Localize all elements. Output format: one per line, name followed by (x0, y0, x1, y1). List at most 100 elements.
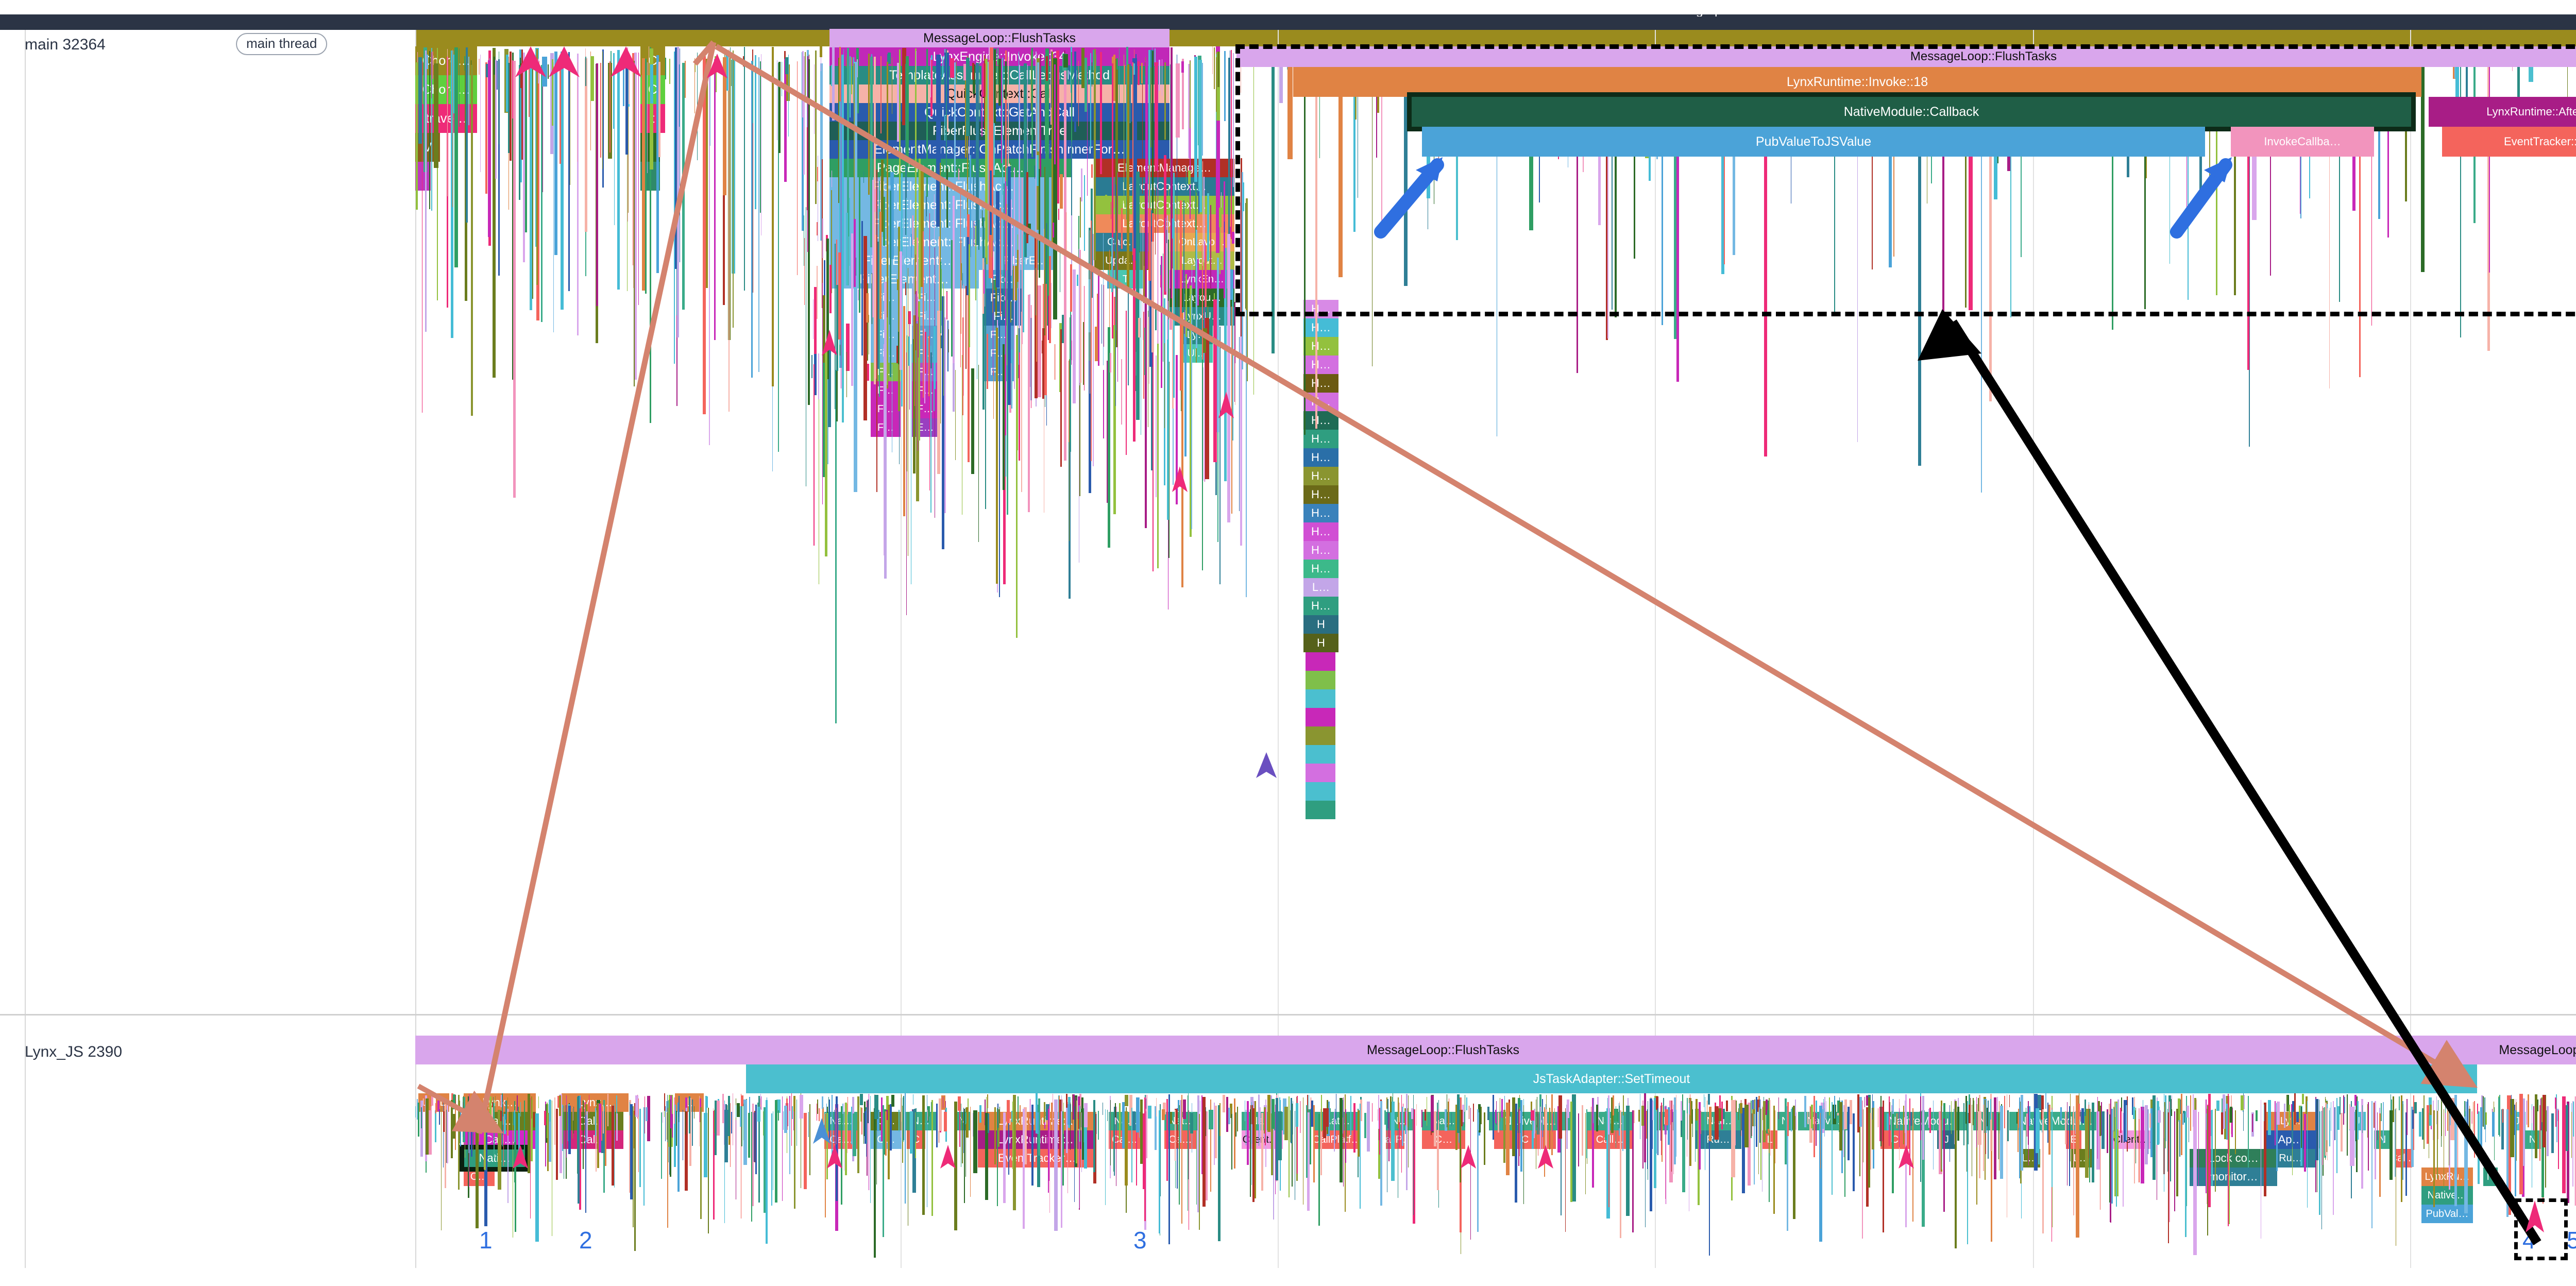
sample-strip (940, 261, 942, 333)
sample-strip (1549, 1107, 1551, 1149)
sample-strip (2139, 1110, 2140, 1183)
h-column-frame-8[interactable]: H… (1303, 448, 1338, 467)
sample-strip (789, 1106, 790, 1174)
sample-strip (1003, 344, 1005, 490)
h-column-frame-0[interactable]: H… (1303, 300, 1338, 318)
sample-strip (846, 1104, 848, 1153)
root-frame-choreographer[interactable] (415, 30, 2576, 46)
frame-lynxruntime-afterinvoke[interactable]: LynxRuntime::AfterInv… (2429, 97, 2576, 127)
frame-lynxjs-flushtasks[interactable]: MessageLoop::FlushTasks (415, 1036, 2471, 1064)
frame-lynxjs-flushtasks-right-1[interactable]: MessageLoop::F… (2471, 1036, 2576, 1064)
sample-strip (1758, 1107, 1759, 1175)
h-column-frame-5[interactable]: H… (1303, 393, 1338, 411)
sample-strip (1173, 173, 1175, 398)
sample-strip (1957, 1106, 1960, 1141)
h-column-tail-frame[interactable] (1306, 671, 1335, 689)
sample-strip (2186, 1106, 2189, 1118)
sample-strip (1627, 1098, 1629, 1110)
h-column-tail-frame[interactable] (1306, 745, 1335, 764)
sample-strip (1018, 1096, 1019, 1123)
h-column-frame-18[interactable]: H (1303, 634, 1338, 652)
sample-strip (1207, 193, 1209, 261)
h-column-frame-10[interactable]: H… (1303, 485, 1338, 504)
sample-strip (1554, 1108, 1555, 1126)
h-column-tail-frame[interactable] (1306, 708, 1335, 726)
sample-strip (2371, 1101, 2372, 1228)
sample-strip (665, 58, 666, 79)
sample-strip (2256, 1110, 2258, 1121)
h-column-frame-16[interactable]: H… (1303, 597, 1338, 615)
lynx-js-frame-54[interactable]: N (2524, 1130, 2541, 1149)
sample-strip (1201, 1095, 1203, 1174)
frame-jstaskadapter-settimeout[interactable]: JsTaskAdapter::SetTimeout (746, 1064, 2477, 1093)
sample-strip (1109, 1096, 1111, 1179)
h-column-frame-4[interactable]: H… (1303, 374, 1338, 393)
sample-strip (839, 345, 841, 356)
timeline-ruler-bar[interactable] (0, 14, 2576, 30)
sample-strip (791, 1093, 792, 1146)
h-column-frame-17[interactable]: H (1303, 615, 1338, 634)
sample-strip (1353, 1103, 1355, 1153)
h-column-frame-3[interactable]: H… (1303, 356, 1338, 374)
main-stack-frame-6[interactable]: ElementManager::OnPatchFinishInnerFor… (829, 140, 1170, 159)
h-column-tail-frame[interactable] (1306, 652, 1335, 671)
sample-strip (665, 1106, 666, 1142)
sample-strip (883, 1105, 884, 1238)
sample-strip (1141, 62, 1143, 83)
sample-strip (2457, 1113, 2459, 1177)
lynx-js-frame-38[interactable]: Call… (1587, 1130, 1633, 1149)
h-column-tail-frame[interactable] (1306, 764, 1335, 782)
h-column-frame-11[interactable]: H… (1303, 504, 1338, 522)
main-stack-frame-0[interactable]: MessageLoop::FlushTasks (829, 29, 1170, 47)
sample-strip (2441, 1102, 2443, 1136)
lynx-js-frame-56[interactable]: Call… (2396, 1149, 2412, 1167)
sample-strip (1706, 1101, 1707, 1121)
sample-strip (1413, 1094, 1414, 1215)
sample-strip (1909, 1098, 1910, 1176)
h-column-tail-frame[interactable] (1306, 782, 1335, 801)
sample-strip (1075, 1101, 1077, 1164)
sample-strip (2274, 1101, 2276, 1145)
sample-strip (948, 329, 950, 353)
sample-strip (2042, 1109, 2044, 1234)
sample-strip (2301, 1094, 2304, 1105)
h-column-tail-frame[interactable] (1306, 689, 1335, 708)
sample-strip (1565, 1108, 1566, 1232)
sample-strip (1010, 301, 1011, 323)
h-column-frame-14[interactable]: H… (1303, 560, 1338, 578)
sample-strip (513, 61, 516, 498)
sample-strip (866, 293, 869, 323)
sample-strip (1871, 1108, 1874, 1150)
sample-strip (1466, 1097, 1468, 1110)
h-column-frame-6[interactable]: H… (1303, 411, 1338, 430)
frame-invokecallback[interactable]: InvokeCallba… (2231, 127, 2374, 157)
lynx-js-frame-27[interactable]: N… (1386, 1112, 1415, 1130)
frame-eventtracker-flush[interactable]: EventTracker::Flush (2442, 127, 2576, 157)
h-column-frame-15[interactable]: L… (1303, 578, 1338, 597)
h-column-frame-12[interactable]: H… (1303, 522, 1338, 541)
sample-strip (1387, 1098, 1388, 1128)
h-column-frame-13[interactable]: H… (1303, 541, 1338, 560)
frame-flushtasks-right[interactable]: MessageLoop::FlushTasks (1236, 46, 2576, 67)
sample-strip (2157, 1101, 2159, 1145)
h-column-frame-9[interactable]: H… (1303, 467, 1338, 485)
h-column-tail-frame[interactable] (1306, 801, 1335, 819)
h-column-tail-frame[interactable] (1306, 726, 1335, 745)
lynx-js-frame-65[interactable]: N (2483, 1167, 2498, 1186)
sample-strip (541, 64, 543, 322)
h-column-frame-1[interactable]: H… (1303, 318, 1338, 337)
sample-strip (714, 59, 716, 341)
annotation-blue-arrow-right (2170, 157, 2232, 239)
h-column-frame-7[interactable]: H… (1303, 430, 1338, 448)
h-column-frame-2[interactable]: H… (1303, 337, 1338, 356)
sample-strip (2184, 1111, 2187, 1238)
sample-strip (850, 56, 851, 117)
sample-strip (1060, 1111, 1063, 1228)
sample-strip (1545, 1109, 1548, 1150)
frame-pubvaluetojsvalue[interactable]: PubValueToJSValue (1422, 127, 2205, 157)
frame-v-child[interactable] (415, 162, 431, 191)
sample-strip (1663, 1097, 1665, 1127)
sample-strip (1177, 1099, 1180, 1111)
lynx-js-frame-52[interactable]: Ap… (2266, 1130, 2315, 1149)
sample-strip (858, 168, 861, 313)
